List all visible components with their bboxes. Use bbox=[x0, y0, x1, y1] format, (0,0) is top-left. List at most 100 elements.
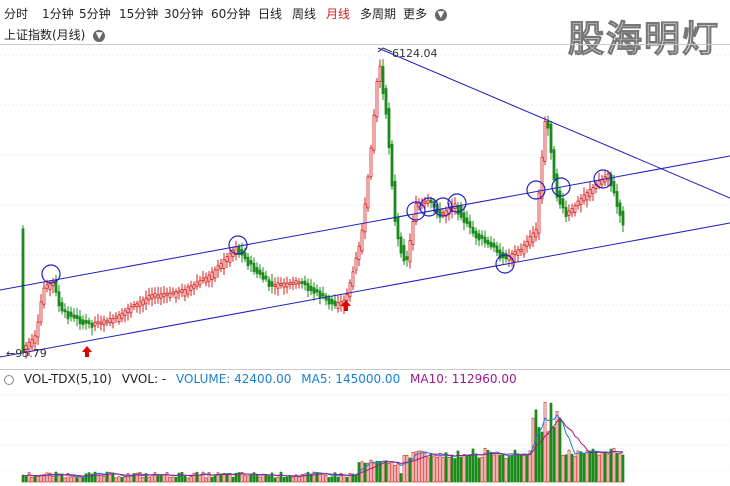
period-tab-5min[interactable]: 5分钟 bbox=[79, 7, 111, 21]
volume-bar bbox=[42, 474, 46, 483]
volume-bar bbox=[153, 472, 157, 483]
volume-bar bbox=[396, 463, 400, 483]
candle-body bbox=[327, 297, 331, 305]
period-tab-more[interactable]: 更多 ▼ bbox=[403, 5, 447, 22]
candle-body bbox=[345, 294, 349, 301]
arrow-up-icon bbox=[341, 300, 351, 311]
volume-bar bbox=[390, 460, 394, 483]
volume-bar bbox=[54, 471, 58, 483]
candle-body bbox=[87, 320, 91, 325]
candle-body bbox=[261, 272, 265, 280]
candle-body bbox=[273, 284, 277, 287]
volume-bar bbox=[453, 458, 457, 483]
candle-body bbox=[498, 249, 502, 259]
candle-body bbox=[153, 293, 157, 298]
candle-body bbox=[606, 173, 610, 181]
period-tab-intraday[interactable]: 分时 bbox=[4, 7, 29, 21]
volume-bar bbox=[621, 454, 625, 483]
period-tab-daily[interactable]: 日线 bbox=[258, 7, 283, 21]
candle-body bbox=[519, 248, 523, 252]
volume-bar bbox=[156, 475, 160, 483]
candle-body bbox=[390, 143, 394, 187]
volume-bar bbox=[159, 475, 163, 483]
candle-body bbox=[570, 208, 574, 214]
period-tab-monthly[interactable]: 月线 bbox=[326, 7, 351, 21]
period-tab-multi[interactable]: 多周期 bbox=[360, 7, 397, 21]
candle-body bbox=[117, 314, 121, 322]
volume-bar bbox=[30, 476, 34, 483]
volume-bar bbox=[93, 471, 97, 483]
candle-body bbox=[576, 200, 580, 207]
candle-body bbox=[156, 294, 160, 299]
volume-bar bbox=[213, 474, 217, 483]
candle-body bbox=[615, 191, 619, 207]
volume-bar bbox=[231, 476, 235, 483]
volume-bar bbox=[297, 476, 301, 483]
volume-bar bbox=[609, 448, 613, 483]
ma5-value: MA5: 145000.00 bbox=[301, 372, 401, 386]
volume-bar bbox=[540, 431, 544, 483]
volume-bar bbox=[138, 472, 142, 483]
candle-body bbox=[60, 302, 64, 312]
volume-bar bbox=[21, 474, 25, 483]
chevron-down-icon[interactable]: ▼ bbox=[93, 29, 106, 42]
candle-body bbox=[144, 297, 148, 305]
volume-bar bbox=[252, 472, 256, 483]
period-tab-1min[interactable]: 1分钟 bbox=[42, 7, 74, 21]
candle-body bbox=[174, 291, 178, 299]
volume-bar bbox=[126, 473, 130, 483]
volume-bar bbox=[243, 475, 247, 483]
chevron-down-icon: ▼ bbox=[434, 8, 447, 21]
volume-bar bbox=[447, 457, 451, 483]
candle-body bbox=[39, 301, 43, 323]
candle-body bbox=[219, 263, 223, 269]
candle-body bbox=[54, 279, 58, 293]
volume-bar bbox=[117, 476, 121, 483]
volume-bar bbox=[567, 449, 571, 483]
candle-body bbox=[555, 173, 559, 198]
volume-bar bbox=[183, 475, 187, 483]
volume-bar bbox=[246, 475, 250, 483]
volume-bar bbox=[366, 462, 370, 483]
volume-bar bbox=[222, 473, 226, 483]
volume-bar bbox=[579, 451, 583, 483]
volume-bar bbox=[132, 473, 136, 483]
volume-bar bbox=[552, 426, 556, 483]
circle-marker-icon bbox=[41, 264, 61, 284]
candle-body bbox=[168, 292, 172, 298]
volume-indicator-name[interactable]: VOL-TDX(5,10) bbox=[23, 372, 112, 386]
candle-body bbox=[540, 156, 544, 200]
candle-body bbox=[66, 311, 70, 320]
chart-title-row[interactable]: 上证指数(月线) ▼ bbox=[4, 26, 106, 44]
candle-body bbox=[159, 293, 163, 299]
period-tab-weekly[interactable]: 周线 bbox=[292, 7, 317, 21]
period-tab-60min[interactable]: 60分钟 bbox=[211, 7, 251, 21]
arrow-left-icon: ← bbox=[6, 347, 16, 360]
volume-bar bbox=[576, 450, 580, 483]
period-tab-30min[interactable]: 30分钟 bbox=[164, 7, 204, 21]
candle-body bbox=[303, 280, 307, 286]
candle-body bbox=[525, 241, 529, 247]
candle-body bbox=[588, 189, 592, 198]
candle-body bbox=[618, 202, 622, 216]
candle-body bbox=[483, 236, 487, 244]
period-tab-15min[interactable]: 15分钟 bbox=[119, 7, 159, 21]
resistance-line bbox=[377, 47, 730, 199]
volume-bar bbox=[327, 477, 331, 483]
settings-icon[interactable] bbox=[4, 374, 14, 385]
watermark: 股海明灯 bbox=[567, 19, 720, 61]
candle-body bbox=[621, 210, 625, 226]
candle-body bbox=[120, 312, 124, 320]
volume-bar bbox=[474, 455, 478, 483]
volume-bar bbox=[426, 457, 430, 483]
volume-bar bbox=[150, 474, 154, 483]
volume-bar bbox=[300, 474, 304, 483]
candle-body bbox=[33, 335, 37, 344]
candle-body bbox=[291, 281, 295, 285]
circle-marker-icon bbox=[447, 193, 467, 213]
volume-bar bbox=[114, 477, 118, 483]
candle-body bbox=[93, 321, 97, 327]
volume-bar bbox=[288, 475, 292, 483]
candle-body bbox=[351, 271, 355, 287]
